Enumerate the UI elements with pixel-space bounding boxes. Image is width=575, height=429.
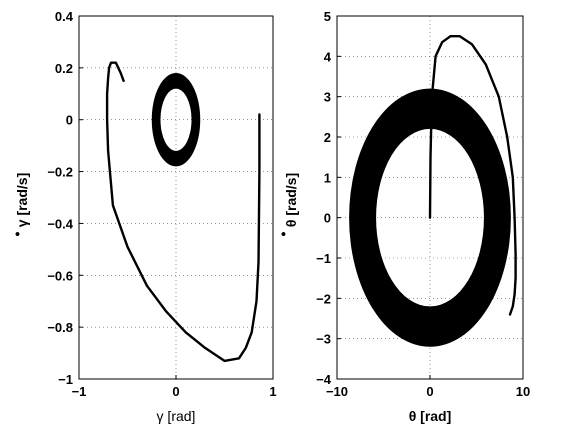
gamma-y-tick-label: −0.4 — [47, 216, 73, 231]
gamma-y-tick-label: −0.8 — [47, 320, 73, 335]
gamma-phase-plot: −1 0 1 −1 −0.8 −0.6 −0.4 −0.2 0 0.2 0.4 γ [rad] γ… — [9, 9, 277, 424]
theta-y-tick-label: 2 — [324, 130, 331, 145]
theta-y-tick-label: −4 — [316, 372, 332, 387]
gamma-x-tick-label: 1 — [269, 384, 276, 399]
theta-y-tick-label: −1 — [316, 251, 331, 266]
theta-y-tick-label: −2 — [316, 291, 331, 306]
theta-transient-curve — [428, 35, 517, 316]
gamma-y-label-dot: • — [9, 231, 25, 236]
theta-y-ticks: −4 −3 −2 −1 0 1 2 3 4 5 — [316, 9, 341, 387]
gamma-y-tick-label: −1 — [58, 372, 73, 387]
gamma-x-tick-label: 0 — [172, 384, 179, 399]
theta-x-ticks: −10 0 10 — [326, 375, 530, 399]
gamma-transient-curve — [105, 61, 261, 363]
gamma-x-label: γ [rad] — [157, 408, 196, 424]
theta-x-tick-label: −10 — [326, 384, 348, 399]
theta-y-tick-label: −3 — [316, 332, 331, 347]
gamma-trajectory — [105, 61, 261, 363]
gamma-y-tick-label: −0.2 — [47, 165, 73, 180]
theta-y-tick-label: 3 — [324, 90, 331, 105]
gamma-y-tick-label: 0.4 — [55, 9, 74, 24]
theta-y-label: θ [rad/s] — [283, 173, 299, 227]
gamma-limit-cycle-band — [151, 73, 201, 167]
theta-trajectory — [428, 35, 517, 316]
gamma-y-tick-label: −0.6 — [47, 268, 73, 283]
theta-x-tick-label: 10 — [516, 384, 530, 399]
theta-x-label: θ [rad] — [409, 408, 452, 424]
theta-y-tick-label: 1 — [324, 170, 331, 185]
gamma-y-label: γ [rad/s] — [14, 173, 30, 227]
theta-y-tick-label: 0 — [324, 211, 331, 226]
theta-x-tick-label: 0 — [426, 384, 433, 399]
theta-y-label-dot: • — [275, 231, 291, 236]
gamma-x-ticks: −1 0 1 — [72, 375, 277, 399]
gamma-x-tick-label: −1 — [72, 384, 87, 399]
theta-limit-cycle-band — [349, 88, 511, 347]
theta-y-tick-label: 5 — [324, 9, 331, 24]
gamma-y-tick-label: 0 — [66, 113, 73, 128]
theta-limit-cycle — [349, 88, 511, 347]
gamma-y-ticks: −1 −0.8 −0.6 −0.4 −0.2 0 0.2 0.4 — [47, 9, 83, 387]
gamma-limit-cycle — [151, 73, 201, 167]
gamma-y-tick-label: 0.2 — [55, 61, 73, 76]
theta-y-tick-label: 4 — [324, 49, 332, 64]
